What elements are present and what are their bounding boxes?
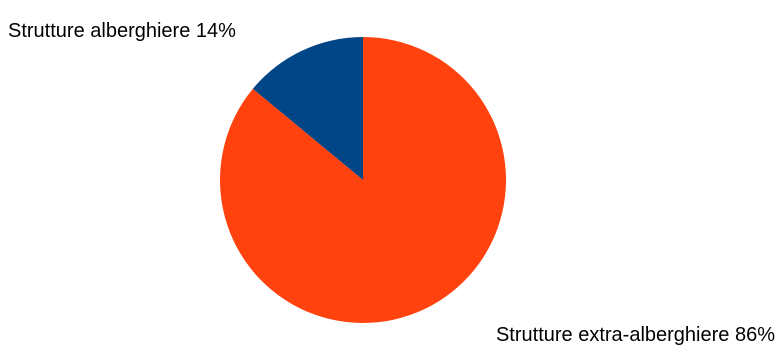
- pie-slice-1: [220, 37, 507, 323]
- pie-slice-0: [252, 37, 363, 180]
- pie-slice-label-1: Strutture extra-alberghiere 86%: [496, 324, 775, 346]
- pie-slices: [220, 37, 507, 323]
- pie-slice-label-0: Strutture alberghiere 14%: [8, 20, 236, 42]
- pie-labels: Strutture alberghiere 14% Strutture extra…: [8, 20, 775, 346]
